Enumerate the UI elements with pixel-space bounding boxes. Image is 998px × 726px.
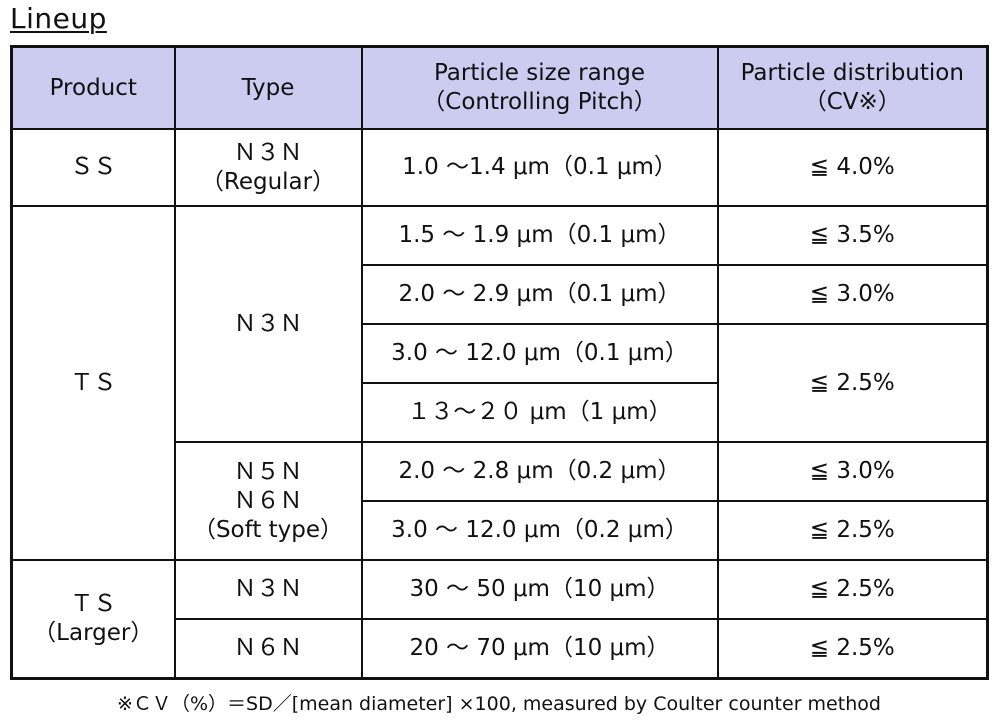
header-distribution-line2: （CV※）	[803, 89, 901, 115]
type-note: （Regular）	[200, 168, 336, 195]
size-range-cell: 1.0 ～1.4 μm（0.1 μm）	[360, 127, 719, 208]
product-cell: ＴＳ	[10, 205, 176, 562]
table-row: 3.0 ～ 12.0 μm（0.1 μm） ≦ 2.5%	[12, 323, 989, 444]
type-cell: Ｎ５Ｎ Ｎ６Ｎ （Soft type）	[173, 441, 363, 562]
header-size-range-line2: （Controlling Pitch）	[422, 89, 657, 115]
type-note: （Soft type）	[192, 516, 344, 543]
type-cell: Ｎ６Ｎ	[173, 618, 363, 680]
product-cell: ＳＳ	[10, 127, 176, 208]
size-range-cell: 1.5 ～ 1.9 μm（0.1 μm）	[360, 205, 719, 267]
cv-cell: ≦ 4.0%	[716, 127, 989, 208]
type-name: Ｎ５Ｎ	[233, 458, 303, 485]
footnote: ※ＣＶ（%）＝SD／[mean diameter] ×100, measured…	[117, 693, 881, 715]
cv-cell: ≦ 2.5%	[716, 618, 989, 680]
size-range-cell: 20 ～ 70 μm（10 μm）	[360, 618, 719, 680]
header-size-range-line1: Particle size range	[433, 60, 646, 86]
lineup-table: Product Type Particle size range （Contro…	[10, 45, 989, 680]
product-note: （Larger）	[33, 620, 154, 647]
header-product: Product	[10, 45, 176, 130]
cv-cell: ≦ 3.0%	[716, 441, 989, 503]
table-row: ＴＳ （Larger） Ｎ３Ｎ 30 ～ 50 μm（10 μm） ≦ 2.5%	[10, 559, 989, 680]
type-name: Ｎ６Ｎ	[233, 487, 303, 514]
header-distribution: Particle distribution （CV※）	[716, 45, 989, 130]
table-row: 2.0 ～ 2.9 μm（0.1 μm） ≦ 3.0%	[12, 264, 989, 326]
table-row: １３～２０ μm（1 μm）	[12, 382, 988, 444]
size-range-cell: 3.0 ～ 12.0 μm（0.2 μm）	[360, 500, 719, 562]
table-row: Ｎ６Ｎ 20 ～ 70 μm（10 μm） ≦ 2.5%	[12, 618, 989, 680]
table-row: Ｎ５Ｎ Ｎ６Ｎ （Soft type） 2.0 ～ 2.8 μm（0.2 μm）…	[12, 441, 989, 562]
cv-cell: ≦ 2.5%	[716, 500, 989, 562]
header-row: Product Type Particle size range （Contro…	[10, 45, 989, 130]
size-range-cell: 2.0 ～ 2.8 μm（0.2 μm）	[360, 441, 719, 503]
cv-cell: ≦ 2.5%	[716, 323, 989, 444]
product-cell: ＴＳ （Larger）	[10, 559, 176, 680]
type-cell: Ｎ３Ｎ	[173, 559, 363, 621]
product-name: ＴＳ	[70, 591, 117, 618]
size-range-cell: １３～２０ μm（1 μm）	[360, 382, 719, 444]
type-cell: Ｎ３Ｎ	[173, 205, 363, 444]
table-row: 3.0 ～ 12.0 μm（0.2 μm） ≦ 2.5%	[12, 500, 989, 562]
cv-cell: ≦ 3.5%	[716, 205, 989, 267]
cv-cell: ≦ 2.5%	[716, 559, 989, 621]
size-range-cell: 30 ～ 50 μm（10 μm）	[360, 559, 719, 621]
cv-cell: ≦ 3.0%	[716, 264, 989, 326]
header-type: Type	[173, 45, 363, 130]
header-distribution-line1: Particle distribution	[740, 60, 964, 86]
size-range-cell: 2.0 ～ 2.9 μm（0.1 μm）	[360, 264, 719, 326]
table-row: ＴＳ Ｎ３Ｎ 1.5 ～ 1.9 μm（0.1 μm） ≦ 3.5%	[10, 205, 989, 562]
table-row: ＳＳ Ｎ３Ｎ （Regular） 1.0 ～1.4 μm（0.1 μm） ≦ 4…	[10, 127, 989, 208]
page-title: Lineup	[10, 2, 107, 35]
type-name: Ｎ３Ｎ	[233, 139, 303, 166]
size-range-cell: 3.0 ～ 12.0 μm（0.1 μm）	[360, 323, 719, 385]
type-cell: Ｎ３Ｎ （Regular）	[173, 127, 363, 208]
header-size-range: Particle size range （Controlling Pitch）	[360, 45, 719, 130]
